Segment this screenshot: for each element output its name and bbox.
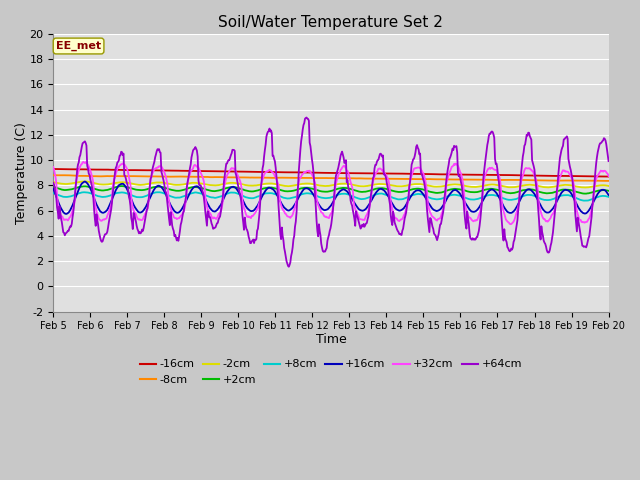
Legend: -16cm, -8cm, -2cm, +2cm, +8cm, +16cm, +32cm, +64cm: -16cm, -8cm, -2cm, +2cm, +8cm, +16cm, +3… <box>135 355 527 389</box>
X-axis label: Time: Time <box>316 333 346 346</box>
Text: EE_met: EE_met <box>56 41 101 51</box>
Y-axis label: Temperature (C): Temperature (C) <box>15 122 28 224</box>
Title: Soil/Water Temperature Set 2: Soil/Water Temperature Set 2 <box>218 15 444 30</box>
